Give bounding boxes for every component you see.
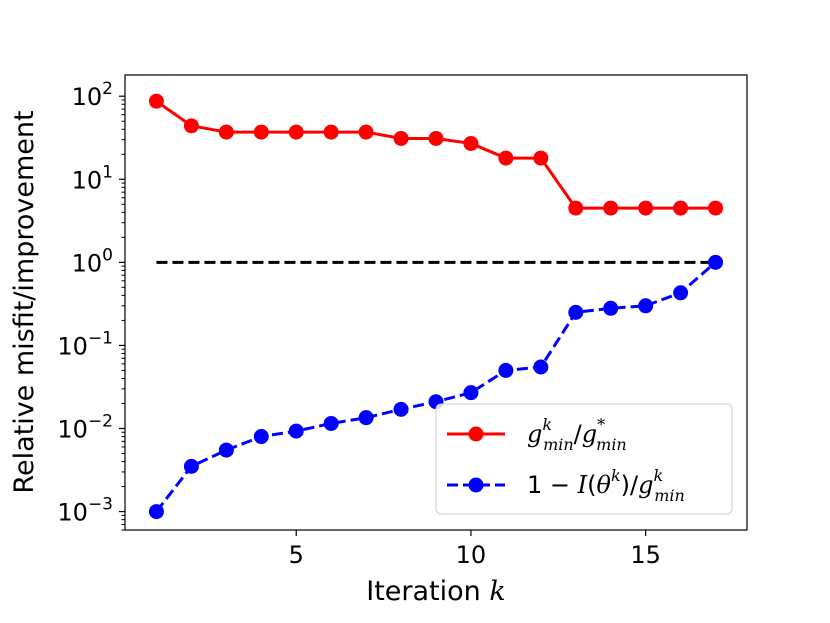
x-tick-label-0: 5 — [289, 541, 304, 569]
series-0-point-1 — [183, 118, 199, 134]
series-0-point-11 — [533, 150, 549, 166]
x-tick-label-1: 10 — [456, 541, 487, 569]
legend-swatch-marker-blue — [468, 477, 484, 493]
y-axis-label: Relative misfit/improvement — [9, 110, 40, 493]
y-tick-label-4: 101 — [72, 162, 113, 194]
series-layer — [148, 93, 724, 520]
legend-swatch-marker-red — [468, 426, 484, 442]
series-1-point-7 — [393, 401, 409, 417]
series-1-point-13 — [603, 300, 619, 316]
series-1-point-12 — [568, 304, 584, 320]
series-1-point-5 — [323, 415, 339, 431]
series-0-point-5 — [323, 124, 339, 140]
series-0-point-13 — [603, 200, 619, 216]
y-tick-label-0: 10−3 — [57, 495, 113, 527]
series-1-point-4 — [288, 423, 304, 439]
series-0-point-10 — [498, 150, 514, 166]
series-0-point-14 — [638, 200, 654, 216]
series-1-point-6 — [358, 410, 374, 426]
series-1-point-2 — [218, 442, 234, 458]
series-1-point-1 — [183, 458, 199, 474]
series-1-point-14 — [638, 298, 654, 314]
legend-entry-1: 1 − I(θk)/gk min — [527, 466, 685, 505]
series-1-point-16 — [708, 254, 724, 270]
series-1-point-11 — [533, 359, 549, 375]
series-0-point-4 — [288, 124, 304, 140]
x-axis-label-text: Iteration — [366, 576, 481, 607]
series-1-point-3 — [253, 429, 269, 445]
x-axis-ticks: 5 10 15 — [289, 530, 661, 569]
series-0-point-2 — [218, 124, 234, 140]
series-0-point-8 — [428, 130, 444, 146]
series-0-point-0 — [148, 93, 164, 109]
series-0 — [148, 93, 724, 216]
series-1-point-15 — [673, 285, 689, 301]
y-tick-label-1: 10−2 — [57, 411, 113, 443]
series-0-point-9 — [463, 135, 479, 151]
y-tick-label-5: 102 — [72, 79, 113, 111]
series-0-point-6 — [358, 124, 374, 140]
series-0-point-15 — [673, 200, 689, 216]
y-tick-label-2: 10−1 — [57, 328, 113, 360]
legend-entry-0: gk min/g* min — [527, 415, 627, 454]
y-tick-label-3: 100 — [72, 245, 113, 277]
plot-frame — [124, 74, 748, 531]
series-1-point-0 — [148, 504, 164, 520]
legend: gk min/g* min 1 − I(θk)/gk min — [435, 403, 733, 515]
x-axis-label: Iteration k — [366, 576, 506, 607]
x-tick-label-2: 15 — [630, 541, 661, 569]
series-1-point-10 — [498, 362, 514, 378]
series-0-point-12 — [568, 200, 584, 216]
series-0-point-16 — [708, 200, 724, 216]
legend-box — [435, 403, 733, 515]
series-1 — [148, 254, 724, 520]
y-axis-ticks: 10−3 10−2 10−1 100 101 102 — [57, 79, 125, 531]
series-0-point-3 — [253, 124, 269, 140]
series-1-point-9 — [463, 385, 479, 401]
x-axis-label-var: k — [489, 576, 505, 607]
series-0-point-7 — [393, 130, 409, 146]
